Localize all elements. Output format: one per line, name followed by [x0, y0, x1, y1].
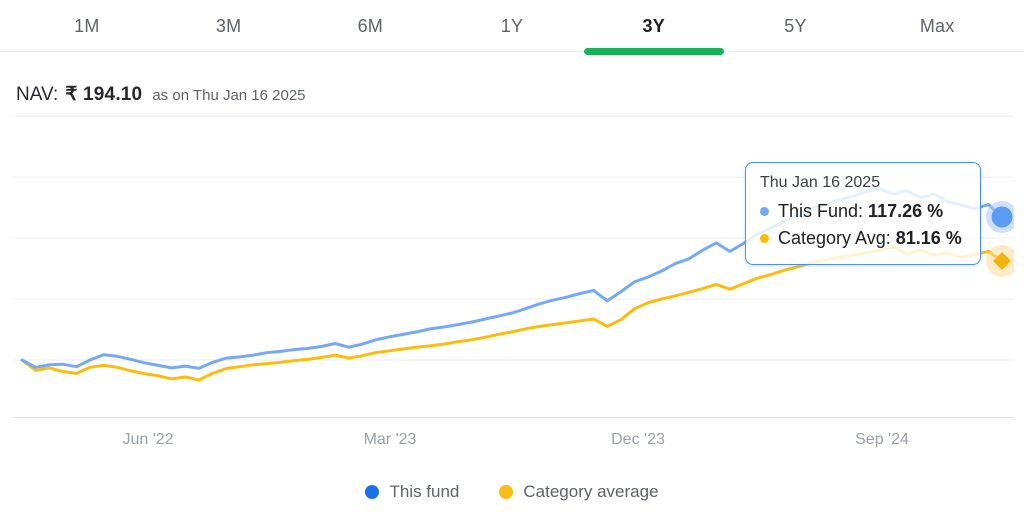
legend-this-fund-dot-icon [365, 485, 380, 499]
tooltip-this-fund-label: This Fund: [778, 201, 864, 221]
tooltip-date: Thu Jan 16 2025 [760, 174, 881, 191]
performance-chart[interactable]: Jun '22 Mar '23 Dec '23 Sep '24 [14, 115, 1014, 448]
legend-item-this-fund[interactable]: This fund [365, 482, 459, 502]
tab-3y-label: 3Y [642, 15, 665, 36]
x-tick-label: Jun '22 [122, 431, 174, 448]
tooltip-this-fund-value: 117.26 % [868, 201, 944, 221]
nav-value: ₹ 194.10 [65, 83, 142, 106]
active-tab-underline [583, 48, 724, 55]
chart-tooltip: Thu Jan 16 2025 This Fund: 117.26 % Cate… [745, 162, 981, 265]
chart-legend: This fund Category average [0, 482, 1024, 502]
this-fund-end-marker [991, 206, 1013, 228]
chart-canvas[interactable] [14, 115, 1014, 418]
nav-label: NAV: [16, 84, 59, 105]
nav-as-of-date: as on Thu Jan 16 2025 [152, 87, 306, 104]
tab-1y-label: 1Y [500, 15, 524, 36]
legend-item-category-average[interactable]: Category average [499, 482, 659, 502]
legend-this-fund-label: This fund [389, 482, 460, 501]
tab-max[interactable]: Max [866, 0, 1008, 52]
category-avg-dot-icon [760, 234, 769, 243]
tab-6m[interactable]: 6M [299, 0, 441, 52]
legend-category-average-label: Category average [523, 482, 659, 501]
tab-3m[interactable]: 3M [158, 0, 300, 52]
tooltip-row-this-fund: This Fund: 117.26 % [760, 198, 966, 225]
tab-1m[interactable]: 1M [16, 0, 158, 52]
tab-1y[interactable]: 1Y [441, 0, 583, 52]
tab-1m-label: 1M [74, 15, 100, 36]
category-average-end-marker [993, 252, 1011, 270]
tab-5y[interactable]: 5Y [725, 0, 867, 52]
tooltip-category-avg-value: 81.16 % [895, 228, 962, 248]
x-tick-label: Dec '23 [611, 431, 665, 448]
nav-header: NAV: ₹ 194.10 as on Thu Jan 16 2025 [0, 52, 1024, 106]
period-tabbar: 1M 3M 6M 1Y 3Y 5Y Max [0, 0, 1024, 55]
tabbar-divider [0, 51, 1024, 52]
tab-max-label: Max [919, 15, 955, 36]
legend-category-average-dot-icon [499, 485, 514, 499]
nav-amount: 194.10 [83, 84, 143, 105]
period-tabs: 1M 3M 6M 1Y 3Y 5Y Max [0, 0, 1024, 55]
x-axis-line [14, 417, 1014, 418]
tab-5y-label: 5Y [784, 15, 807, 36]
x-tick-label: Sep '24 [855, 431, 909, 448]
tab-6m-label: 6M [357, 15, 383, 36]
x-axis-labels: Jun '22 Mar '23 Dec '23 Sep '24 [14, 431, 1014, 451]
tooltip-category-avg-label: Category Avg: [778, 228, 891, 248]
tab-3m-label: 3M [215, 15, 242, 36]
rupee-symbol: ₹ [65, 84, 78, 105]
tab-3y[interactable]: 3Y [583, 0, 725, 55]
tooltip-row-category-avg: Category Avg: 81.16 % [760, 225, 966, 252]
x-tick-label: Mar '23 [363, 431, 417, 448]
this-fund-dot-icon [760, 207, 769, 216]
